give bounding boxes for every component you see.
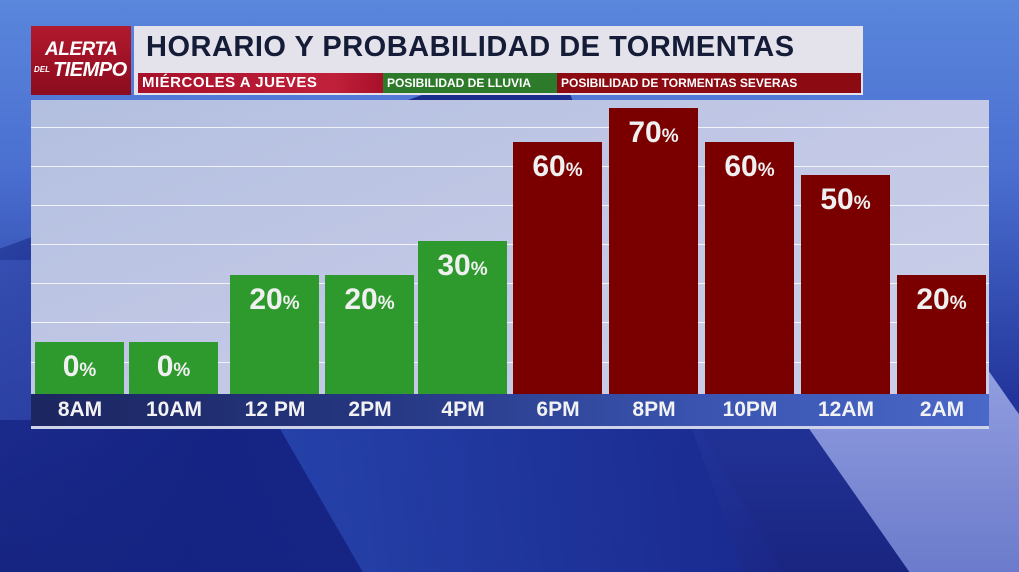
gridline (31, 322, 989, 323)
percent-sign: % (853, 193, 871, 214)
bar-value-label: 60% (705, 150, 794, 184)
logo-text-tiempo: TIEMPO (53, 59, 127, 81)
x-tick-label: 8AM (57, 398, 103, 421)
bar-rain: 0% (35, 342, 124, 394)
bar-severe: 70% (609, 108, 698, 394)
bar-value: 50 (820, 183, 854, 216)
bar-chart: 0% 0% 20% 20% 30% 60% 70% 60% 50% 20% 8AM 10AM 12 P… (31, 100, 989, 429)
bar-value: 30 (437, 249, 471, 282)
bar-value-label: 20% (897, 283, 986, 317)
x-tick-label: 12AM (817, 398, 875, 421)
bar-rain: 0% (129, 342, 218, 394)
bar-value-label: 70% (609, 116, 698, 150)
x-tick-label: 10AM (145, 398, 203, 421)
alerta-del-tiempo-logo: ALERTA DEL TIEMPO (31, 26, 131, 95)
gridline (31, 362, 989, 363)
bar-value: 70 (628, 116, 662, 149)
logo-text-alerta: ALERTA (45, 39, 118, 60)
bar-severe: 20% (897, 275, 986, 394)
bar-value: 20 (344, 283, 378, 316)
gridline (31, 244, 989, 245)
bar-value: 20 (916, 283, 950, 316)
bar-value-label: 20% (325, 283, 414, 317)
subtitle-days: MIÉRCOLES A JUEVES (138, 73, 383, 93)
bar-rain: 30% (418, 241, 507, 394)
chart-title: HORARIO Y PROBABILIDAD DE TORMENTAS (146, 31, 795, 63)
bar-value: 20 (249, 283, 283, 316)
x-tick-label: 6PM (536, 398, 580, 421)
x-tick-label: 12 PM (244, 398, 306, 421)
logo-text-del: DEL (34, 65, 50, 74)
bar-severe: 60% (513, 142, 602, 394)
bar-value: 0 (156, 350, 174, 383)
percent-sign: % (79, 360, 97, 381)
panel-border (31, 426, 989, 429)
x-axis: 8AM 10AM 12 PM 2PM 4PM 6PM 8PM 10PM 12AM 2AM (31, 394, 989, 426)
percent-sign: % (470, 259, 488, 280)
gridline (31, 205, 989, 206)
bar-value-label: 50% (801, 183, 890, 217)
percent-sign: % (377, 293, 395, 314)
bar-value: 60 (724, 150, 758, 183)
bar-value-label: 20% (230, 283, 319, 317)
x-tick-label: 10PM (722, 398, 778, 421)
gridline (31, 127, 989, 128)
bar-severe: 50% (801, 175, 890, 394)
x-tick-label: 8PM (632, 398, 676, 421)
bar-value-label: 0% (129, 350, 218, 384)
gridline (31, 166, 989, 167)
bar-value: 60 (532, 150, 566, 183)
gridline (31, 283, 989, 284)
percent-sign: % (173, 360, 191, 381)
percent-sign: % (282, 293, 300, 314)
x-tick-label: 4PM (441, 398, 485, 421)
legend-rain: POSIBILIDAD DE LLUVIA (383, 73, 557, 93)
percent-sign: % (565, 160, 583, 181)
bar-rain: 20% (325, 275, 414, 394)
bar-value-label: 60% (513, 150, 602, 184)
bar-rain: 20% (230, 275, 319, 394)
bar-severe: 60% (705, 142, 794, 394)
percent-sign: % (949, 293, 967, 314)
subtitle-legend-row: MIÉRCOLES A JUEVES POSIBILIDAD DE LLUVIA… (138, 73, 861, 93)
bar-value-label: 30% (418, 249, 507, 283)
percent-sign: % (757, 160, 775, 181)
bar-value-label: 0% (35, 350, 124, 384)
bar-value: 0 (62, 350, 80, 383)
x-tick-label: 2AM (919, 398, 965, 421)
x-tick-label: 2PM (348, 398, 392, 421)
legend-severe-storms: POSIBILIDAD DE TORMENTAS SEVERAS (557, 73, 861, 93)
percent-sign: % (661, 126, 679, 147)
title-panel: HORARIO Y PROBABILIDAD DE TORMENTAS MIÉR… (134, 26, 863, 95)
